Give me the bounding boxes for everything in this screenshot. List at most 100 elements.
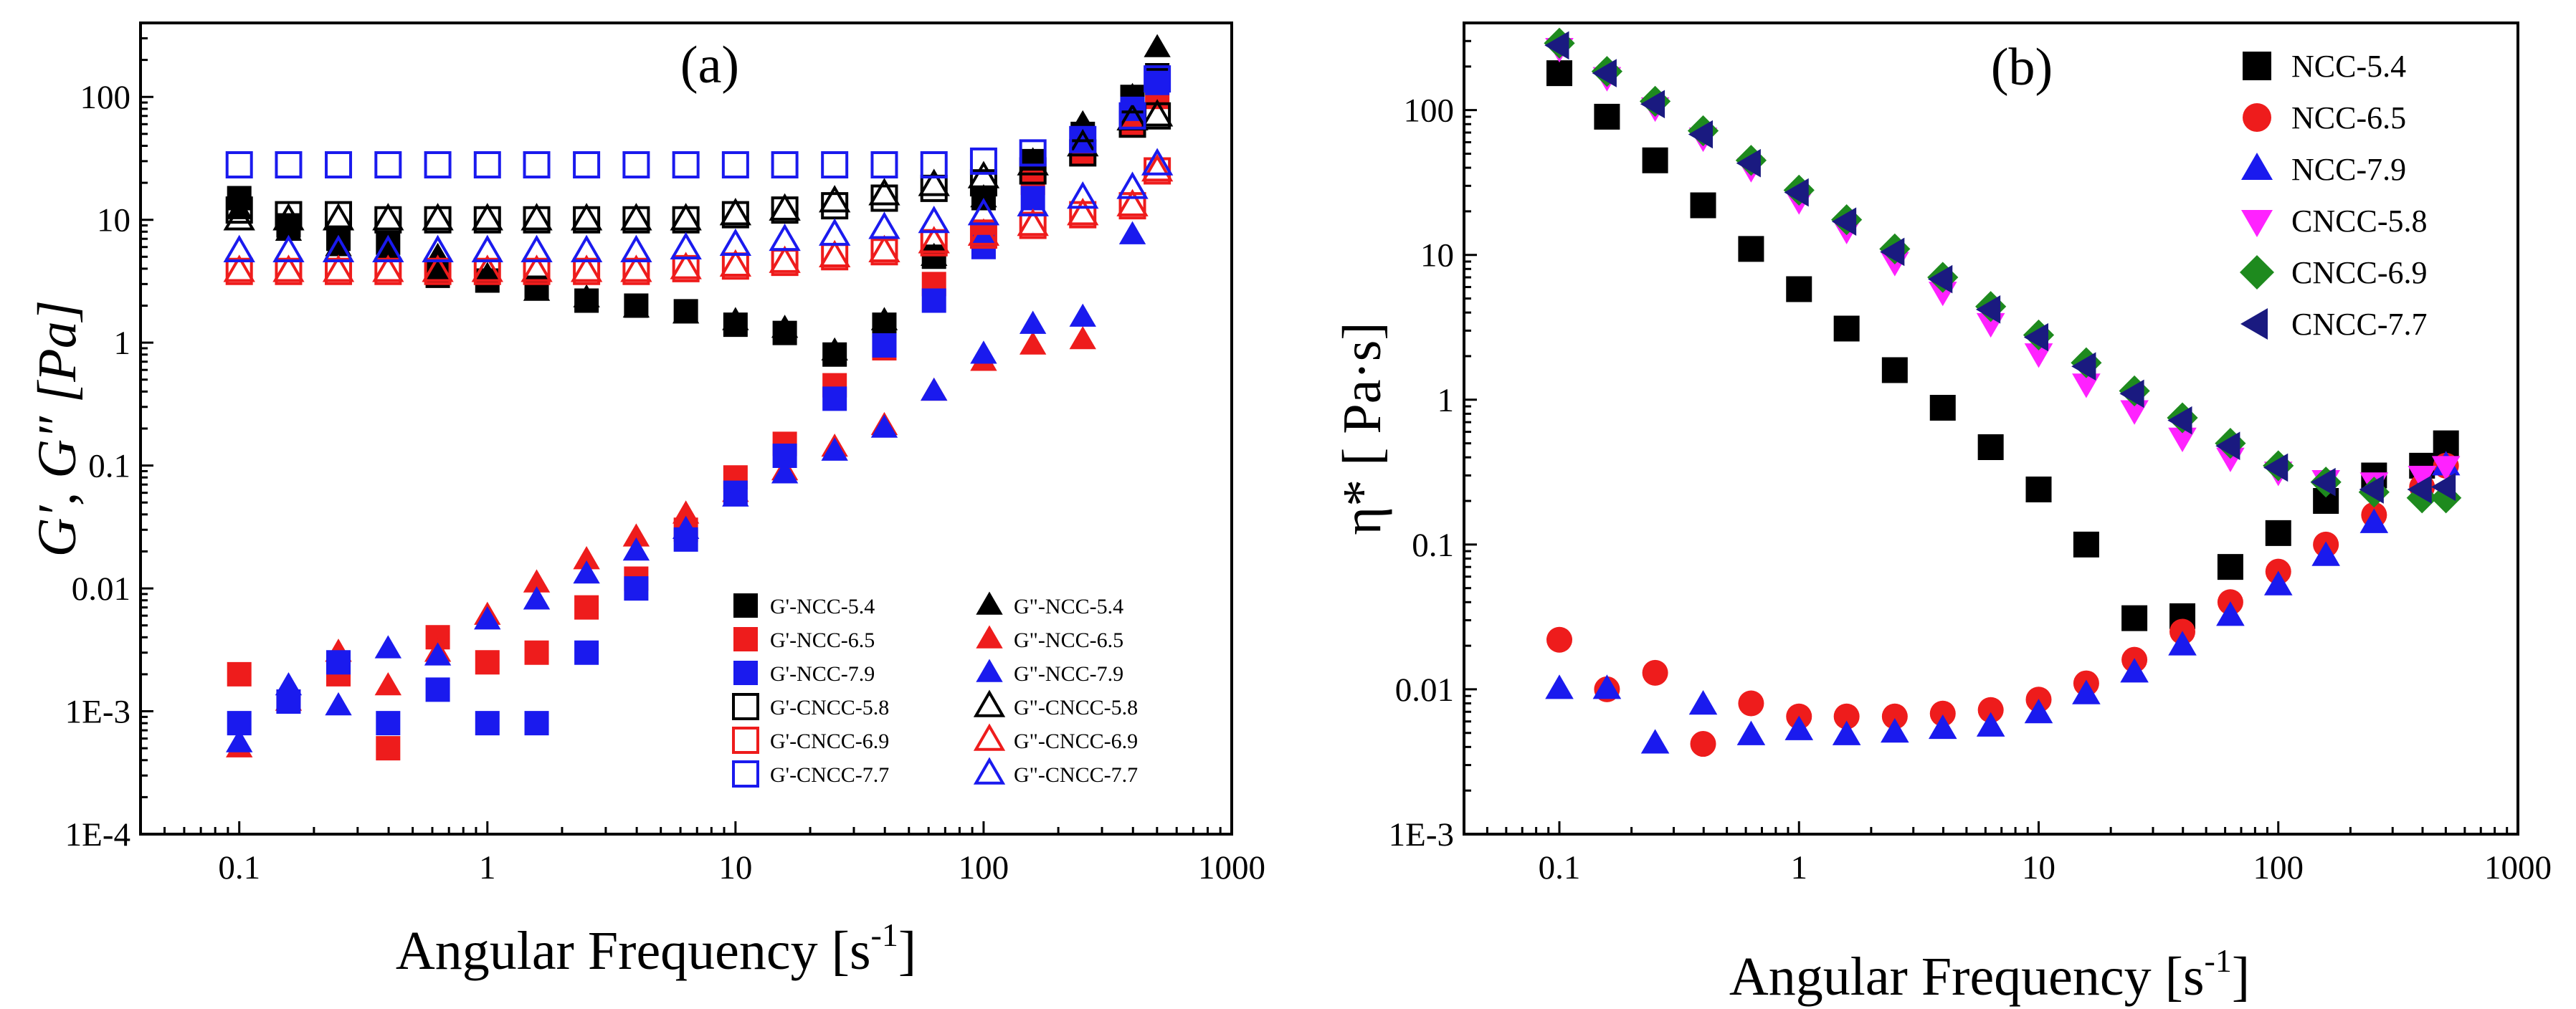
data-point [1069, 303, 1096, 327]
data-point [918, 226, 950, 254]
panel-b-legend: NCC-5.4 NCC-6.5 NCC-7.9 CNCC-5.8 CNCC-6.9 CNC… [2240, 49, 2427, 342]
data-point [570, 203, 603, 231]
data-point [1784, 715, 1814, 740]
data-point [326, 650, 351, 675]
data-point [1546, 626, 1573, 653]
data-point [223, 203, 255, 231]
data-point [227, 661, 252, 687]
series-g-cncc-6-9 [223, 153, 1174, 282]
data-point [425, 625, 450, 650]
data-point [670, 252, 702, 279]
data-point [719, 249, 752, 277]
x-tick-label: 1 [1791, 849, 1808, 886]
data-point [1690, 731, 1716, 757]
data-point [573, 206, 601, 234]
data-point [1141, 99, 1174, 127]
data-point [573, 151, 601, 179]
data-point [870, 238, 898, 266]
data-point [620, 203, 652, 231]
data-point [1118, 221, 1146, 244]
data-point [1594, 103, 1620, 130]
data-point [475, 650, 500, 675]
legend-marker-g-cncc-6-9 [973, 723, 1006, 751]
y-tick-label: 0.01 [72, 570, 130, 608]
legend-label-g-ncc-7-9: G"-NCC-7.9 [1014, 662, 1123, 686]
y-tick-label: 1E-3 [1389, 816, 1454, 853]
data-point [1019, 139, 1047, 167]
series-ncc-5-4 [1546, 60, 2459, 631]
x-tick-label: 1000 [2484, 849, 2552, 886]
data-point [424, 257, 452, 285]
data-point [372, 254, 404, 282]
legend-label-cncc-6-9: CNCC-6.9 [2291, 255, 2427, 290]
data-point [1738, 236, 1764, 262]
data-point [475, 711, 500, 736]
data-point [1145, 70, 1170, 95]
data-point [424, 206, 452, 234]
data-point [672, 300, 700, 324]
data-point [523, 586, 551, 610]
data-point [573, 257, 601, 285]
data-point [473, 151, 501, 179]
data-point [970, 340, 997, 364]
data-point [1736, 720, 1766, 745]
data-point [821, 192, 849, 220]
data-point [1546, 60, 1573, 87]
panel-a: 0.1 1 10 100 1000 1E-4 1E-3 0.01 0.1 1 10 100 (a) A… [27, 21, 1265, 981]
series-g-cncc-7-7 [223, 148, 1174, 262]
data-point [1832, 720, 1861, 745]
data-point [471, 234, 503, 262]
data-point [2168, 427, 2197, 452]
panel-a-x-axis-label: Angular Frequency [s-1] [396, 917, 916, 981]
x-tick-label: 1 [479, 849, 496, 886]
data-point [1975, 295, 2001, 324]
data-point [1017, 148, 1049, 176]
data-point [1118, 102, 1146, 130]
data-point [622, 537, 650, 561]
data-point [374, 237, 402, 261]
legend-label-cncc-5-8: CNCC-5.8 [2291, 204, 2427, 239]
data-point [1928, 714, 1957, 740]
series-g-cncc-7-7 [225, 65, 1171, 179]
data-point [622, 257, 650, 285]
y-tick-label: 0.1 [1412, 527, 1454, 564]
data-point [1544, 31, 1569, 60]
y-tick-label: 1E-4 [65, 816, 130, 853]
data-point [2359, 475, 2384, 504]
panel-b-ticks: 0.1 1 10 100 1000 1E-3 0.01 0.1 1 10 100 [1389, 21, 2552, 886]
data-point [1929, 395, 1956, 421]
legend-marker-cncc-6-9 [2240, 255, 2274, 290]
data-point [870, 307, 898, 330]
x-tick-label: 1000 [1198, 849, 1265, 886]
data-point [425, 677, 450, 702]
data-point [374, 671, 402, 696]
y-tick-label: 10 [1420, 237, 1454, 274]
data-point [422, 203, 454, 231]
data-point [921, 288, 946, 313]
data-point [1019, 331, 1047, 355]
data-point [1833, 315, 1860, 342]
data-point [721, 151, 749, 179]
data-point [276, 689, 301, 714]
y-tick-label: 0.1 [88, 448, 130, 485]
legend-marker-g-ncc-7-9 [976, 659, 1003, 682]
data-point [822, 386, 847, 411]
data-point [521, 254, 553, 282]
data-point [1067, 181, 1099, 209]
data-point [1144, 34, 1171, 57]
data-point [1977, 697, 2004, 723]
data-point [2313, 488, 2339, 515]
data-point [1736, 148, 1761, 178]
data-point [1642, 659, 1668, 686]
data-point [223, 254, 255, 282]
data-point [1738, 690, 1764, 717]
data-point [372, 203, 404, 231]
legend-marker-g-cncc-6-9 [732, 727, 759, 754]
data-point [374, 257, 402, 285]
x-tick-label: 100 [2253, 849, 2304, 886]
data-point [1019, 310, 1047, 334]
data-point [272, 203, 305, 231]
y-tick-label: 100 [1404, 92, 1455, 130]
data-point [2073, 531, 2099, 558]
data-point [322, 254, 355, 282]
